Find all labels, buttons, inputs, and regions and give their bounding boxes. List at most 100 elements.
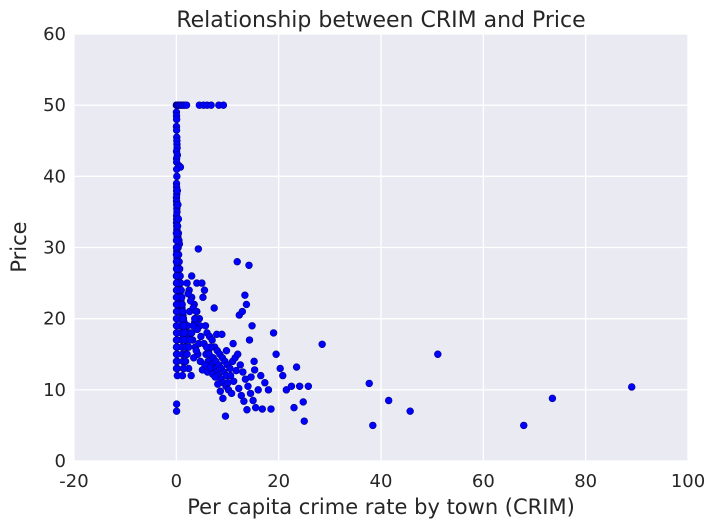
data-point xyxy=(172,272,181,280)
data-point xyxy=(227,389,236,398)
data-point xyxy=(172,293,181,302)
data-point xyxy=(192,307,200,316)
data-point xyxy=(235,384,243,393)
data-point xyxy=(287,382,296,390)
data-point xyxy=(219,394,227,403)
data-point xyxy=(205,350,213,358)
data-point xyxy=(173,172,181,181)
data-point xyxy=(628,383,636,391)
data-point xyxy=(246,389,255,398)
data-point xyxy=(226,364,234,373)
data-point xyxy=(187,371,195,380)
data-point xyxy=(178,371,187,380)
data-point xyxy=(190,354,198,362)
x-tick-label: 60 xyxy=(472,471,495,492)
data-point xyxy=(187,272,196,280)
data-point xyxy=(250,366,259,374)
data-point xyxy=(199,293,207,302)
data-point xyxy=(257,371,265,380)
data-point xyxy=(173,222,182,230)
data-point xyxy=(174,215,183,223)
data-point xyxy=(229,377,238,385)
data-point xyxy=(282,386,291,394)
data-point xyxy=(299,398,307,406)
data-point xyxy=(172,229,181,237)
y-tick-label: 60 xyxy=(43,24,66,45)
data-point xyxy=(229,339,237,348)
data-point xyxy=(207,101,215,109)
data-point xyxy=(180,322,188,330)
data-point xyxy=(179,307,187,316)
data-point xyxy=(242,300,251,309)
data-point xyxy=(238,307,247,316)
data-point xyxy=(206,364,214,372)
data-point xyxy=(181,357,190,366)
data-point xyxy=(226,371,235,380)
data-point xyxy=(548,394,557,403)
data-point xyxy=(180,329,188,337)
data-point xyxy=(369,421,377,430)
data-point xyxy=(172,336,181,344)
data-point xyxy=(172,322,181,330)
data-point xyxy=(183,350,191,358)
data-point xyxy=(251,403,260,412)
data-point xyxy=(214,380,222,388)
data-point xyxy=(272,350,280,358)
chart-title: Relationship between CRIM and Price xyxy=(176,8,585,33)
data-point xyxy=(245,336,254,344)
data-point xyxy=(300,417,308,425)
data-point xyxy=(254,386,262,394)
data-point xyxy=(182,101,191,109)
data-point xyxy=(221,412,230,420)
data-point xyxy=(183,279,191,287)
y-tick-labels: 0 10 20 30 40 50 60 xyxy=(43,24,66,472)
data-point xyxy=(250,357,258,366)
data-point xyxy=(208,336,216,344)
y-tick-label: 50 xyxy=(43,95,66,116)
data-point xyxy=(241,291,249,299)
data-point xyxy=(172,236,181,245)
data-point xyxy=(192,346,200,355)
y-tick-label: 0 xyxy=(55,451,66,472)
data-point xyxy=(434,350,442,358)
data-point xyxy=(172,300,181,309)
data-point xyxy=(365,379,373,388)
data-point xyxy=(194,245,203,253)
data-point xyxy=(236,361,244,369)
data-point xyxy=(218,330,226,339)
data-point xyxy=(174,201,182,209)
data-point xyxy=(232,366,240,375)
data-point xyxy=(264,386,273,394)
data-point xyxy=(295,382,304,390)
data-point xyxy=(202,343,211,351)
data-point xyxy=(172,343,181,351)
data-point xyxy=(172,165,181,173)
x-tick-label: -20 xyxy=(59,471,88,492)
data-point xyxy=(172,126,181,134)
data-point xyxy=(172,286,181,294)
y-axis-label: Price xyxy=(7,221,31,272)
data-point xyxy=(172,329,181,337)
data-point xyxy=(248,322,256,330)
data-point xyxy=(222,346,231,355)
data-point xyxy=(172,350,181,358)
data-point xyxy=(184,290,192,298)
y-tick-label: 40 xyxy=(43,166,66,187)
x-tick-label: 80 xyxy=(574,471,597,492)
data-point xyxy=(172,407,181,415)
x-tick-label: 40 xyxy=(370,471,393,492)
data-point xyxy=(216,387,225,395)
data-point xyxy=(172,265,181,273)
data-point xyxy=(172,115,181,124)
data-point xyxy=(172,307,181,316)
data-point xyxy=(267,405,275,413)
data-point xyxy=(233,258,241,266)
data-point xyxy=(318,340,326,348)
data-point xyxy=(172,250,181,259)
data-point xyxy=(384,396,393,405)
data-point xyxy=(200,286,209,294)
data-point xyxy=(219,101,228,109)
data-point xyxy=(172,258,181,266)
